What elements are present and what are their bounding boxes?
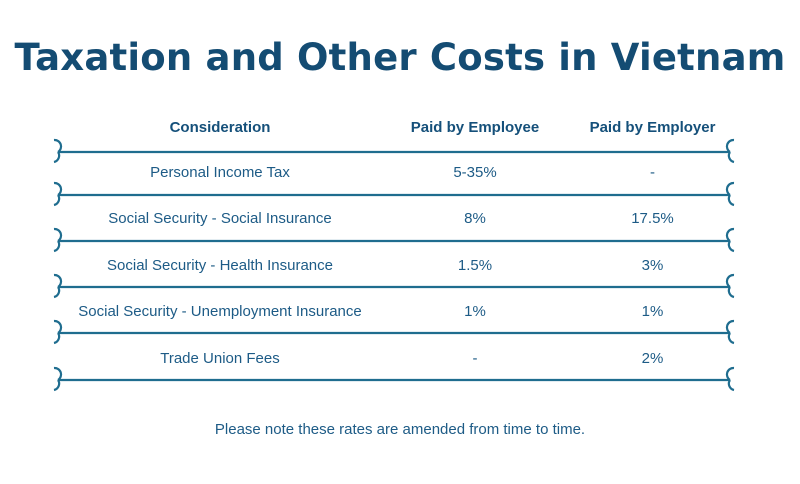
header-paid-by-employer: Paid by Employer <box>589 119 716 136</box>
divider-cap-right-lower <box>727 332 735 345</box>
divider-cap-left <box>53 273 63 288</box>
row-5-employee: - <box>472 350 478 367</box>
divider-cap-left <box>53 138 63 153</box>
divider-cap-right-lower <box>727 286 735 299</box>
divider-cap-left-lower <box>53 332 61 345</box>
divider-cap-left-lower <box>53 286 61 299</box>
page-title: Taxation and Other Costs in Vietnam <box>14 36 786 79</box>
divider-cap-left <box>53 319 63 334</box>
row-1-consideration: Personal Income Tax <box>150 164 290 181</box>
divider-cap-right <box>725 273 735 288</box>
row-4-employee: 1% <box>464 303 486 320</box>
divider-cap-right-lower <box>727 240 735 253</box>
row-2-consideration: Social Security - Social Insurance <box>108 210 332 227</box>
divider-cap-left-lower <box>53 240 61 253</box>
divider-cap-left <box>53 181 63 196</box>
row-5-employer: 2% <box>641 350 664 367</box>
header-consideration: Consideration <box>169 119 271 136</box>
row-2-employer: 17.5% <box>631 210 674 227</box>
divider-cap-right <box>725 181 735 196</box>
row-4-employer: 1% <box>641 303 664 320</box>
divider-cap-right <box>725 227 735 242</box>
divider-cap-right-lower <box>727 379 735 392</box>
row-3-consideration: Social Security - Health Insurance <box>107 257 333 274</box>
row-5-consideration: Trade Union Fees <box>160 350 280 367</box>
divider-cap-right-lower <box>727 151 735 164</box>
footnote: Please note these rates are amended from… <box>214 421 586 438</box>
divider-cap-left <box>53 227 63 242</box>
divider-cap-right <box>725 366 735 381</box>
row-2-employee: 8% <box>464 210 486 227</box>
divider-cap-left <box>53 366 63 381</box>
divider-cap-right <box>725 319 735 334</box>
header-paid-by-employee: Paid by Employee <box>410 119 540 136</box>
row-3-employer: 3% <box>641 257 664 274</box>
row-1-employee: 5-35% <box>453 164 497 181</box>
row-1-employer: - <box>650 164 655 181</box>
row-3-employee: 1.5% <box>457 257 493 274</box>
divider-cap-left-lower <box>53 379 61 392</box>
divider-cap-right-lower <box>727 194 735 207</box>
divider-cap-left-lower <box>53 194 61 207</box>
divider-cap-left-lower <box>53 151 61 164</box>
row-4-consideration: Social Security - Unemployment Insurance <box>78 303 362 320</box>
divider-cap-right <box>725 138 735 153</box>
